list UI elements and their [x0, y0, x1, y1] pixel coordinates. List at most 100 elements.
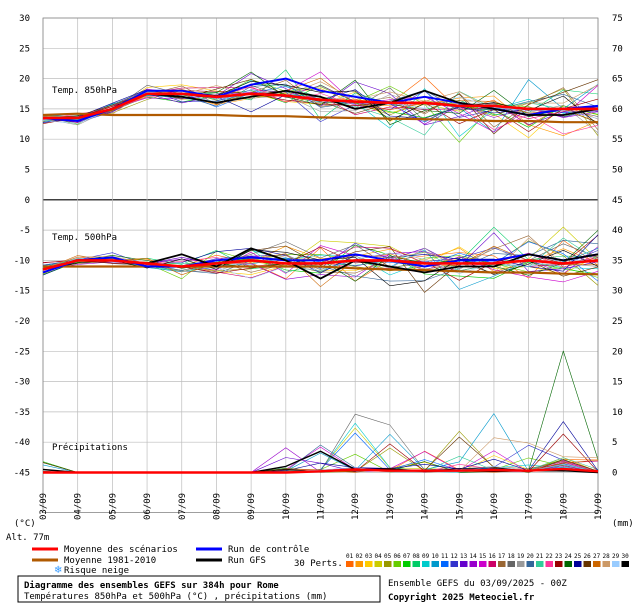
right-tick-label: 75	[612, 14, 623, 24]
pert-number: 28	[603, 553, 611, 560]
pert-swatch	[365, 561, 373, 567]
pert-number: 03	[365, 553, 373, 560]
legend-label-snow: Risque neige	[64, 566, 129, 576]
left-axis-ticks: 30 25 20 15 10 5 0 -5 -10 -15 -20 -25 -30 -35 -40 -45	[14, 14, 30, 479]
pert-swatch	[536, 561, 544, 567]
pert-number: 23	[555, 553, 563, 560]
pert-swatch	[612, 561, 620, 567]
pert-swatch	[374, 561, 382, 567]
pert-number: 06	[394, 553, 402, 560]
date-tick-label: 09/09	[247, 493, 257, 520]
t850-climo-line	[42, 112, 598, 124]
pert-swatch	[355, 561, 363, 567]
pert-number: 29	[612, 553, 620, 560]
pert-number: 07	[403, 553, 411, 560]
date-tick-label: 03/09	[39, 493, 49, 520]
right-tick-label: 5	[612, 438, 617, 448]
right-axis-unit: (mm)	[612, 519, 634, 529]
right-tick-label: 0	[612, 469, 617, 479]
pert-swatch	[346, 561, 354, 567]
pert-number: 04	[375, 553, 383, 560]
pert-number: 10	[432, 553, 440, 560]
left-tick-label: 15	[19, 105, 30, 115]
right-tick-label: 25	[612, 317, 623, 327]
pert-swatch	[450, 561, 458, 567]
pert-swatch	[555, 561, 563, 567]
pert-number: 09	[422, 553, 430, 560]
altitude-label: Alt. 77m	[6, 533, 49, 543]
panel-label-500: Temp. 500hPa	[52, 233, 117, 243]
legend-label-climo: Moyenne 1981-2010	[64, 556, 156, 566]
date-axis-ticks: 03/09 04/09 05/09 06/09 07/09 08/09 09/09 10/09…	[39, 493, 604, 520]
date-tick-label: 18/09	[559, 493, 569, 520]
pert-swatch	[479, 561, 487, 567]
t500-perturbation-line	[42, 245, 599, 287]
legend-label-control: Run de contrôle	[228, 544, 309, 555]
date-tick-label: 05/09	[108, 493, 118, 520]
pert-swatch	[621, 561, 629, 567]
pert-number: 25	[574, 553, 582, 560]
left-tick-label: -35	[14, 408, 30, 418]
legend-label-perts: 30 Perts.	[294, 559, 343, 569]
pert-number: 19	[517, 553, 525, 560]
pert-swatch	[545, 561, 553, 567]
pert-number: 11	[441, 553, 449, 560]
pert-swatches	[346, 561, 629, 567]
pert-number: 22	[546, 553, 554, 560]
date-tick-label: 06/09	[143, 493, 153, 520]
pert-number: 14	[470, 553, 478, 560]
date-tick-label: 14/09	[421, 493, 431, 520]
left-tick-label: 25	[19, 44, 30, 54]
pert-swatch	[602, 561, 610, 567]
pert-swatch	[507, 561, 515, 567]
t500-mean-line	[42, 259, 599, 271]
pert-number: 05	[384, 553, 392, 560]
t850-perturbation-line	[42, 86, 599, 135]
left-tick-label: 0	[25, 196, 30, 206]
chart-series	[42, 69, 599, 474]
date-tick-label: 08/09	[212, 493, 222, 520]
left-tick-label: 30	[19, 14, 30, 24]
pert-number: 16	[489, 553, 497, 560]
right-tick-label: 15	[612, 378, 623, 388]
pert-swatch	[412, 561, 420, 567]
right-tick-label: 60	[612, 105, 623, 115]
pert-swatch	[593, 561, 601, 567]
left-axis-unit: (°C)	[14, 519, 36, 529]
pert-numbers: 01 02 03 04 05 06 07 08 09 10 11 12 13 14 15 16 17 18 19 20…	[346, 553, 629, 560]
pert-swatch	[384, 561, 392, 567]
pert-number: 26	[584, 553, 592, 560]
pert-swatch	[564, 561, 572, 567]
t500-perturbation-line	[42, 245, 599, 274]
precip-mean-line	[43, 467, 599, 474]
t500-climo-line	[43, 265, 599, 276]
pert-number: 02	[356, 553, 364, 560]
date-tick-label: 19/09	[594, 493, 604, 520]
left-tick-label: -25	[14, 347, 30, 357]
left-tick-label: -5	[19, 226, 30, 236]
date-tick-label: 16/09	[490, 493, 500, 520]
pert-number: 24	[565, 553, 573, 560]
t850-mean-line	[43, 92, 598, 120]
legend-label-gfs: Run GFS	[228, 556, 266, 566]
pert-number: 01	[346, 553, 354, 560]
right-tick-label: 40	[612, 226, 623, 236]
right-tick-label: 20	[612, 347, 623, 357]
date-tick-label: 15/09	[455, 493, 465, 520]
chart-title: Diagramme des ensembles GEFS sur 384h po…	[24, 580, 279, 591]
pert-swatch	[498, 561, 506, 567]
date-tick-label: 11/09	[317, 493, 327, 520]
snowflake-icon: ❄	[54, 565, 62, 576]
panel-label-850: Temp. 850hPa	[52, 86, 117, 96]
right-tick-label: 70	[612, 44, 623, 54]
left-tick-label: -30	[14, 378, 30, 388]
pert-swatch	[393, 561, 401, 567]
pert-swatch	[517, 561, 525, 567]
pert-swatch	[488, 561, 496, 567]
right-tick-label: 55	[612, 135, 623, 145]
left-tick-label: 5	[25, 166, 30, 176]
pert-swatch	[422, 561, 430, 567]
